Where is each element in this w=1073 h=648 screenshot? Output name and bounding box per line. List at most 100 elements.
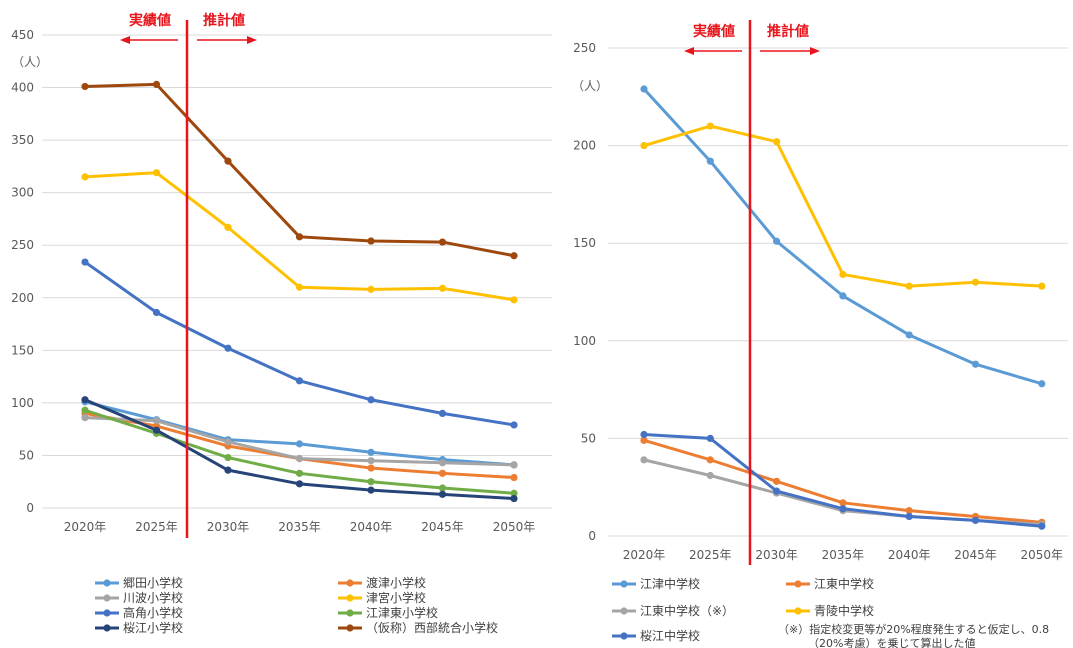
legend-marker xyxy=(620,632,628,640)
data-point xyxy=(295,233,304,241)
y-tick-label: 100 xyxy=(573,334,596,348)
data-point xyxy=(438,490,447,498)
estimate-arrow xyxy=(760,47,820,55)
legend-marker xyxy=(346,624,354,632)
data-point xyxy=(510,489,518,497)
legend-item: 江津中学校 xyxy=(612,576,700,591)
data-point xyxy=(510,421,518,429)
data-point xyxy=(367,448,375,456)
data-point xyxy=(438,484,447,492)
y-tick-label: 100 xyxy=(11,396,34,410)
series-line xyxy=(643,124,1042,288)
legend-marker xyxy=(103,609,111,617)
y-tick-label: 150 xyxy=(11,343,34,357)
data-point xyxy=(971,516,980,524)
data-point xyxy=(640,436,648,444)
data-point xyxy=(1038,380,1046,388)
y-tick-label: 250 xyxy=(11,238,34,252)
y-tick-label: 150 xyxy=(573,236,596,250)
data-point xyxy=(224,157,232,165)
legend-item: 江東中学校 xyxy=(786,576,874,591)
data-point xyxy=(773,477,781,485)
data-point xyxy=(295,454,304,463)
legend-label: 桜江小学校 xyxy=(123,620,183,635)
series-lines xyxy=(81,80,518,503)
data-point xyxy=(438,469,447,477)
data-point xyxy=(152,80,161,89)
data-point xyxy=(152,417,161,425)
x-tick-label: 2045年 xyxy=(421,520,464,534)
x-tick-label: 2035年 xyxy=(278,520,321,534)
legend-label: （仮称）西部統合小学校 xyxy=(366,620,498,635)
y-tick-label: 250 xyxy=(573,41,596,55)
data-point xyxy=(367,486,375,494)
legend-item: 桜江中学校 xyxy=(612,628,700,643)
legend-item: 江東中学校（※） xyxy=(612,603,734,618)
data-point xyxy=(224,466,232,474)
data-point xyxy=(438,459,447,467)
legend-label: 高角小学校 xyxy=(123,605,183,620)
data-point xyxy=(367,464,375,472)
legend-item: 江津東小学校 xyxy=(338,605,438,620)
data-point xyxy=(839,505,847,513)
y-tick-label: 200 xyxy=(11,291,34,305)
junior-high-chart: 0 50 100 150 200 250 （人） 2020年 2025年 2030年 2035年… xyxy=(572,20,1068,648)
data-point xyxy=(773,237,781,245)
legend-marker xyxy=(103,579,111,587)
data-point xyxy=(510,473,518,482)
legend-item: 津宮小学校 xyxy=(338,590,426,605)
x-tick-label: 2050年 xyxy=(1021,548,1064,562)
y-axis-unit: （人） xyxy=(12,55,48,69)
data-point xyxy=(510,296,518,304)
x-tick-label: 2025年 xyxy=(135,520,178,534)
data-point xyxy=(839,292,847,300)
data-point xyxy=(510,461,518,469)
series-line xyxy=(643,458,1042,526)
estimate-phase-label: 推計値 xyxy=(203,12,245,29)
data-point xyxy=(905,507,913,515)
legend-marker xyxy=(620,580,628,588)
legend-item: 渡津小学校 xyxy=(338,575,426,590)
data-point xyxy=(773,487,781,495)
legend-label: 渡津小学校 xyxy=(366,575,426,590)
data-point xyxy=(81,258,89,266)
y-tick-label: 0 xyxy=(588,529,596,543)
y-gridlines xyxy=(42,34,552,456)
x-tick-label: 2030年 xyxy=(207,520,250,534)
legend-marker xyxy=(794,580,802,588)
data-point xyxy=(971,360,980,368)
data-point xyxy=(295,377,304,385)
legend-marker xyxy=(794,607,802,615)
legend-marker xyxy=(346,609,354,617)
data-point xyxy=(81,406,89,414)
data-point xyxy=(438,409,447,417)
data-point xyxy=(81,173,89,181)
data-point xyxy=(224,453,232,462)
data-point xyxy=(839,270,847,279)
data-point xyxy=(510,252,518,260)
series-line xyxy=(84,82,515,258)
x-tick-labels: 2020年 2025年 2030年 2035年 2040年 2045年 2050年 xyxy=(64,520,536,534)
legend-label: 江東中学校（※） xyxy=(640,603,734,618)
legend-label: 桜江中学校 xyxy=(640,628,700,643)
data-point xyxy=(640,85,648,93)
data-point xyxy=(81,414,89,422)
legend-marker xyxy=(103,594,111,602)
estimate-phase-label: 推計値 xyxy=(767,23,809,40)
data-point xyxy=(706,157,714,165)
data-point xyxy=(295,480,304,488)
legend-marker xyxy=(346,594,354,602)
legend-label: 郷田小学校 xyxy=(123,575,183,590)
data-point xyxy=(640,430,648,439)
data-point xyxy=(224,223,232,231)
actual-phase-label: 実績値 xyxy=(129,12,171,29)
actual-arrow xyxy=(684,47,742,55)
legend-item: 桜江小学校 xyxy=(95,620,183,635)
data-point xyxy=(905,512,913,521)
legend-label: 津宮小学校 xyxy=(366,590,426,605)
data-point xyxy=(367,478,375,486)
data-point xyxy=(152,426,161,434)
data-point xyxy=(367,457,375,465)
